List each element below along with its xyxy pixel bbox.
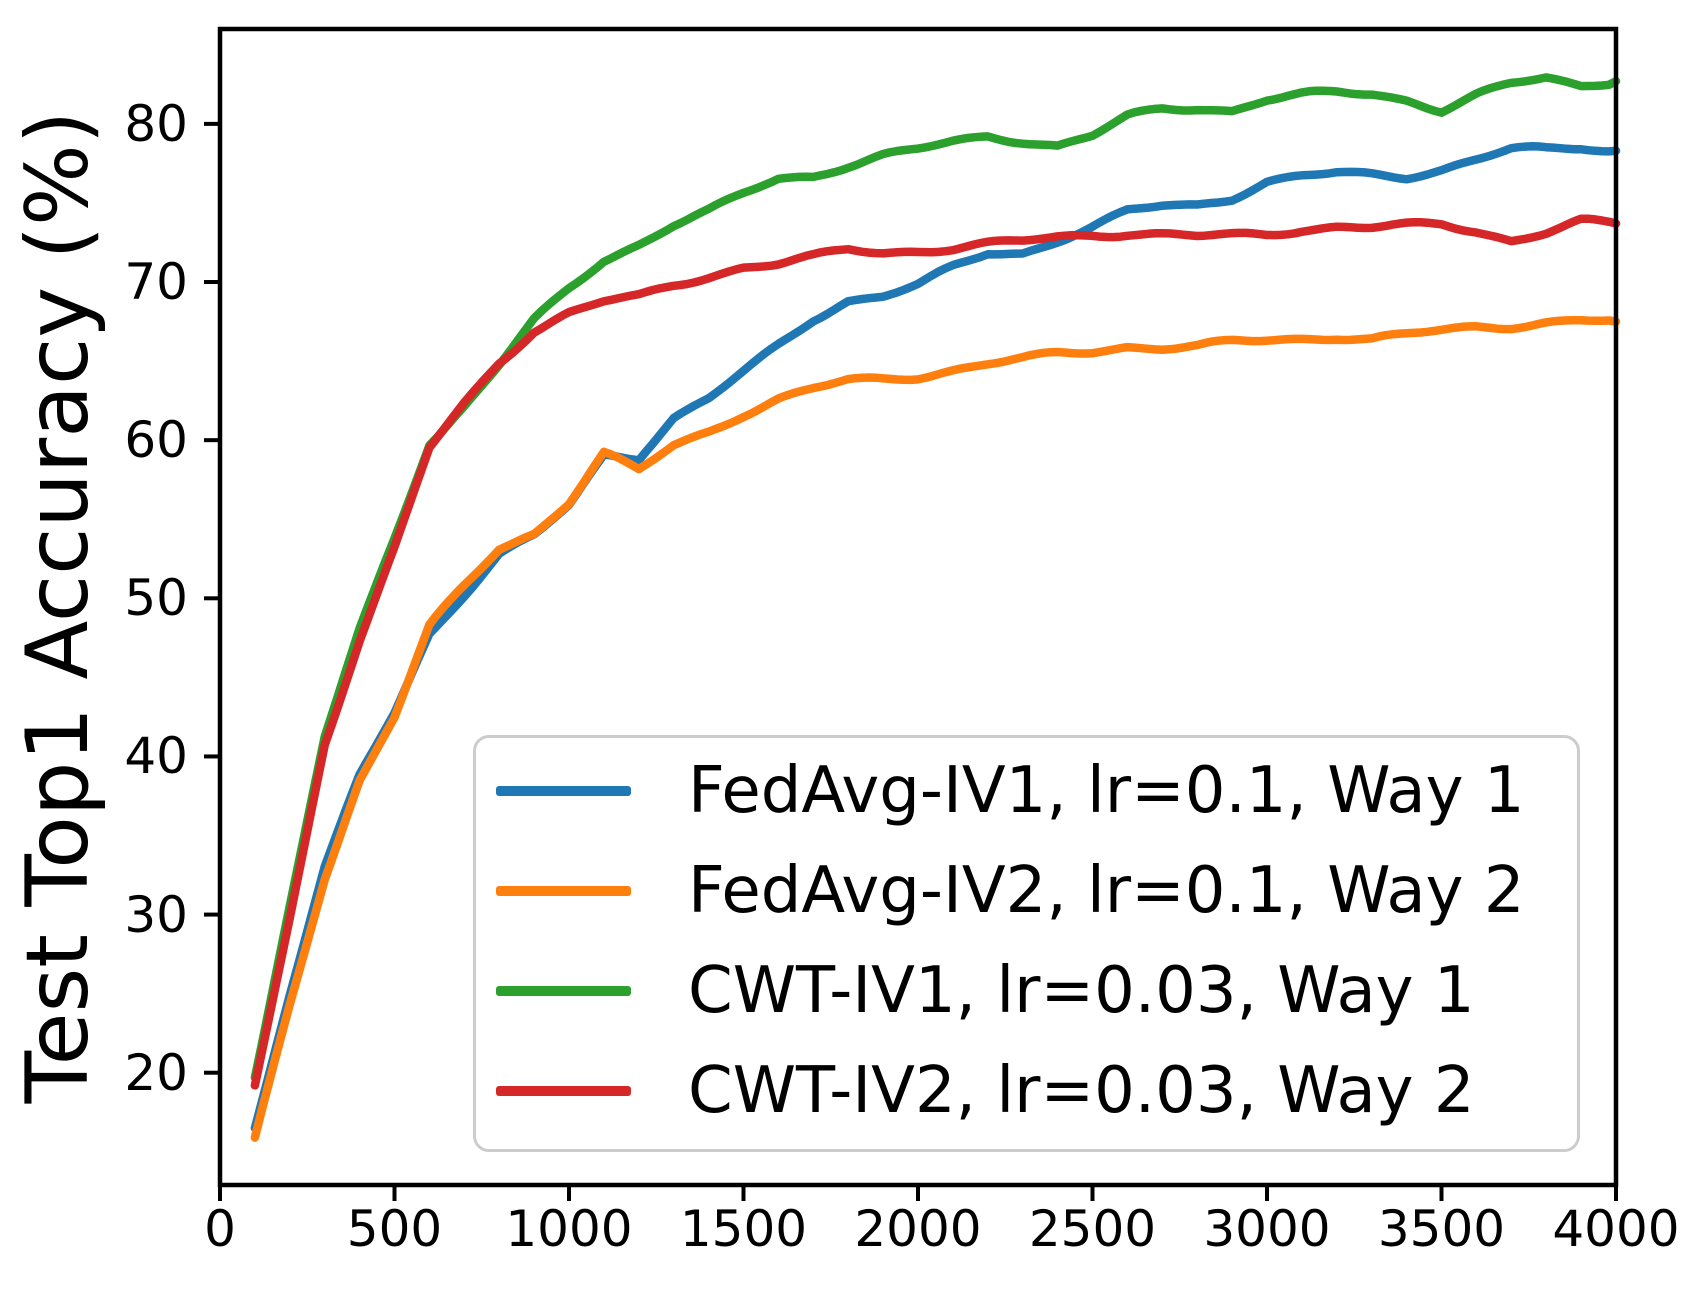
series-line-fedavg-iv2 <box>250 315 1621 1142</box>
y-tick-label: 30 <box>124 885 188 944</box>
x-tick-label: 2000 <box>854 1200 982 1258</box>
legend-line-swatch <box>496 986 631 996</box>
x-tick-label: 2500 <box>1028 1200 1157 1258</box>
legend-entry: CWT-IV1, lr=0.03, Way 1 <box>476 941 1577 1041</box>
x-tick-label: 4000 <box>1552 1200 1680 1258</box>
x-tick-label: 0 <box>204 1200 236 1258</box>
legend: FedAvg-IV1, lr=0.1, Way 1 FedAvg-IV2, lr… <box>473 735 1580 1152</box>
y-tick-label: 40 <box>124 727 188 786</box>
legend-label: FedAvg-IV2, lr=0.1, Way 2 <box>688 854 1525 928</box>
x-tick-label: 1000 <box>505 1200 633 1258</box>
series-line-fedavg-iv1 <box>250 142 1621 1133</box>
legend-line-swatch <box>496 886 631 896</box>
y-tick-label: 70 <box>124 253 188 312</box>
x-tick-label: 500 <box>346 1200 443 1258</box>
x-tick-label: 1500 <box>679 1200 808 1258</box>
legend-entry: CWT-IV2, lr=0.03, Way 2 <box>476 1041 1577 1141</box>
y-tick-label: 50 <box>124 569 188 628</box>
legend-label: CWT-IV2, lr=0.03, Way 2 <box>688 1054 1475 1128</box>
legend-line-swatch <box>496 786 631 796</box>
legend-entry: FedAvg-IV1, lr=0.1, Way 1 <box>476 741 1577 841</box>
x-tick-label: 3000 <box>1203 1200 1331 1258</box>
y-tick-label: 20 <box>124 1043 188 1102</box>
y-tick-label: 60 <box>124 411 188 470</box>
series-line-cwt-iv2 <box>250 214 1621 1090</box>
axes-spines <box>217 26 1619 1188</box>
legend-label: CWT-IV1, lr=0.03, Way 1 <box>688 954 1475 1028</box>
legend-label: FedAvg-IV1, lr=0.1, Way 1 <box>688 754 1525 828</box>
legend-entry: FedAvg-IV2, lr=0.1, Way 2 <box>476 841 1577 941</box>
legend-line-swatch <box>496 1086 631 1096</box>
x-tick-label: 3500 <box>1377 1200 1506 1258</box>
y-tick-label: 80 <box>124 94 188 153</box>
